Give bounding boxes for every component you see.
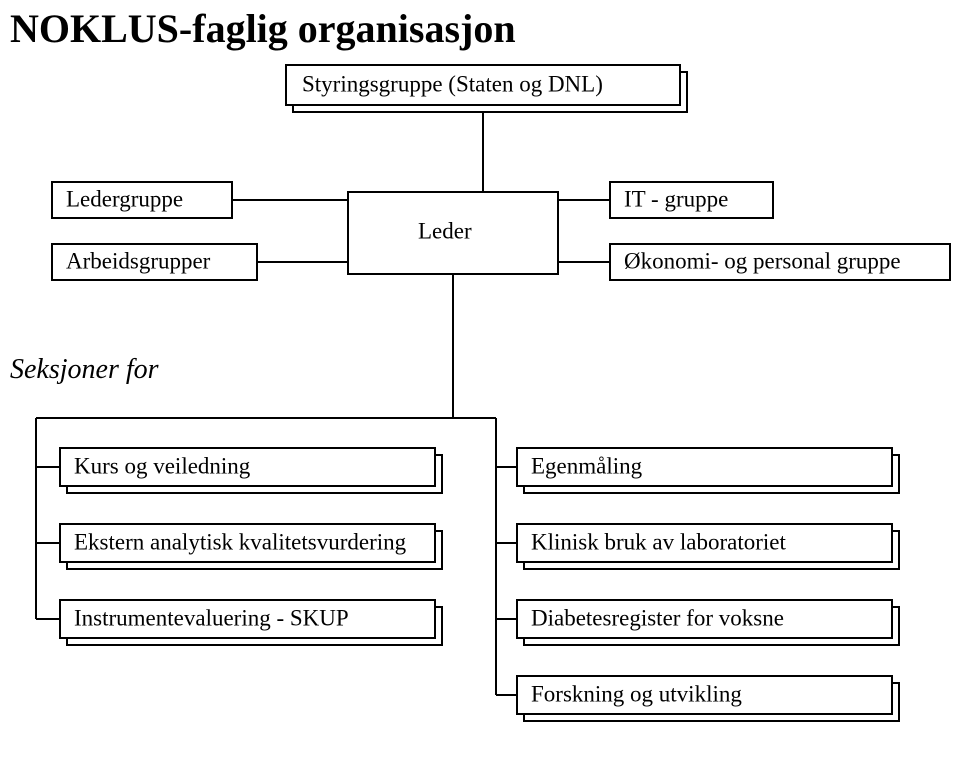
- node-label-styring: Styringsgruppe (Staten og DNL): [302, 71, 603, 96]
- node-label-leder: Leder: [418, 218, 472, 243]
- node-label-itgruppe: IT - gruppe: [624, 186, 728, 211]
- node-label-arbeidsgrupper: Arbeidsgrupper: [66, 248, 211, 273]
- node-label-kurs: Kurs og veiledning: [74, 453, 251, 478]
- node-label-diabetes: Diabetesregister for voksne: [531, 605, 784, 630]
- node-label-klinisk: Klinisk bruk av laboratoriet: [531, 529, 786, 554]
- section-label: Seksjoner for: [10, 354, 159, 385]
- org-chart: Styringsgruppe (Staten og DNL) Ledergrupp…: [0, 0, 960, 769]
- node-label-ekstern: Ekstern analytisk kvalitetsvurdering: [74, 529, 407, 554]
- page-title: NOKLUS-faglig organisasjon: [10, 6, 516, 51]
- node-label-instrument: Instrumentevaluering - SKUP: [74, 605, 349, 630]
- node-label-ledergruppe: Ledergruppe: [66, 186, 183, 211]
- node-label-egen: Egenmåling: [531, 453, 643, 478]
- node-label-forskning: Forskning og utvikling: [531, 681, 742, 706]
- node-label-okonomi: Økonomi- og personal gruppe: [624, 248, 901, 273]
